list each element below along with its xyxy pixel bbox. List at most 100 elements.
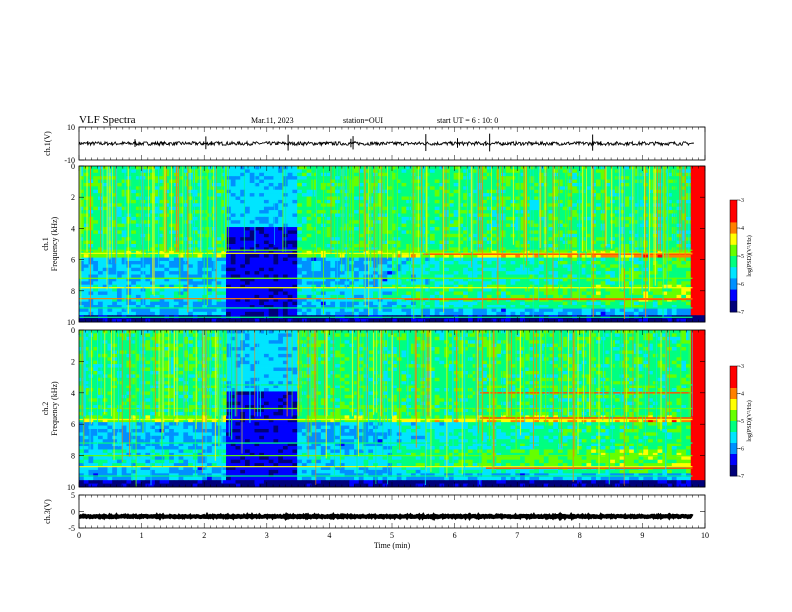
spectro-cell [690, 271, 696, 275]
spectro-cell [605, 264, 611, 269]
spectro-cell [387, 227, 393, 231]
spectro-cell [387, 216, 393, 221]
spectro-cell [325, 223, 331, 228]
spectro-cell [240, 199, 246, 204]
spectro-cell [467, 166, 474, 170]
spectro-cell [676, 196, 682, 201]
spectro-cell [121, 179, 127, 184]
spectro-cell [164, 176, 170, 180]
spectro-cell [520, 271, 526, 275]
spectro-cell [306, 264, 312, 269]
spectro-cell [131, 237, 137, 242]
spectro-cell [681, 267, 687, 272]
spectro-cell [112, 189, 118, 194]
spectro-cell [548, 196, 554, 201]
spectro-cell [311, 203, 317, 208]
spectro-cell [282, 271, 289, 275]
spectro-cell [363, 196, 369, 201]
spectro-cell [681, 257, 687, 262]
spectro-cell [135, 182, 142, 187]
spectro-cell [178, 186, 184, 191]
spectro-cell [116, 193, 123, 197]
spectro-cell [325, 254, 331, 258]
spectro-cell [520, 166, 526, 170]
spectro-cell [539, 274, 545, 279]
spectro-cell [363, 189, 369, 194]
spectro-cell [159, 216, 165, 221]
spectro-cell [600, 250, 606, 255]
spectro-cell [301, 260, 308, 265]
spectro-cell [695, 166, 701, 170]
spectro-cell [311, 237, 317, 242]
spectro-cell [595, 193, 602, 197]
spectro-cell [496, 230, 502, 235]
spectro-cell [610, 237, 616, 242]
spectro-cell [292, 203, 298, 208]
spectro-cell [515, 179, 521, 184]
spectro-cell [415, 250, 421, 255]
spectro-cell [192, 271, 198, 275]
spectro-cell [202, 260, 208, 265]
spectro-cell [491, 179, 497, 184]
spectro-cell [482, 213, 488, 218]
spectro-cell [112, 210, 118, 214]
spectro-cell [368, 284, 374, 289]
spectro-cell [112, 237, 118, 242]
spectro-cell [107, 288, 113, 292]
spectro-cell [624, 267, 630, 272]
spectro-cell [572, 186, 578, 191]
spectro-cell [116, 237, 123, 242]
spectro-cell [363, 244, 369, 248]
spectro-cell [676, 284, 682, 289]
spectro-cell [325, 250, 331, 255]
spectro-cell [406, 176, 412, 180]
spectro-cell [354, 206, 360, 211]
spectro-cell [557, 237, 564, 242]
spectro-cell [681, 233, 687, 238]
spectro-cell [292, 267, 298, 272]
spectro-cell [567, 271, 573, 275]
spectro-cell [676, 223, 682, 228]
spectro-cell [572, 220, 578, 225]
spectro-cell [463, 210, 469, 214]
spectro-cell [249, 203, 255, 208]
spectro-cell [373, 284, 379, 289]
spectro-cell [311, 254, 317, 258]
spectro-cell [624, 213, 630, 218]
spectro-cell [515, 203, 521, 208]
spectro-cell [472, 284, 478, 289]
spectro-cell [605, 247, 611, 252]
spectro-cell [448, 193, 455, 197]
spectro-cell [226, 284, 232, 289]
spectro-cell [121, 257, 127, 262]
spectro-cell [373, 271, 379, 275]
spectro-cell [539, 233, 545, 238]
spectro-cell [382, 230, 388, 235]
spectro-cell [553, 277, 559, 282]
spectro-cell [515, 172, 521, 177]
spectro-cell [159, 281, 165, 286]
spectro-cell [624, 227, 630, 231]
spectro-cell [557, 193, 564, 197]
spectro-cell [667, 244, 673, 248]
spectro-cell [681, 244, 687, 248]
spectro-cell [539, 169, 545, 174]
spectro-cell [297, 186, 303, 191]
spectro-cell [595, 277, 602, 282]
spectro-cell [88, 233, 94, 238]
spectro-cell [638, 206, 644, 211]
spectro-cell [301, 203, 308, 208]
spectro-cell [586, 223, 592, 228]
spectro-cell [164, 274, 170, 279]
spectro-cell [349, 244, 355, 248]
spectro-cell [539, 247, 545, 252]
spectro-cell [263, 264, 270, 269]
spectro-cell [444, 284, 450, 289]
spectro-cell [681, 172, 687, 177]
spectro-cell [131, 189, 137, 194]
spectro-cell [131, 203, 137, 208]
spectro-cell [671, 257, 677, 262]
spectro-cell [249, 213, 255, 218]
spectro-cell [221, 206, 227, 211]
spectro-cell [444, 182, 450, 187]
